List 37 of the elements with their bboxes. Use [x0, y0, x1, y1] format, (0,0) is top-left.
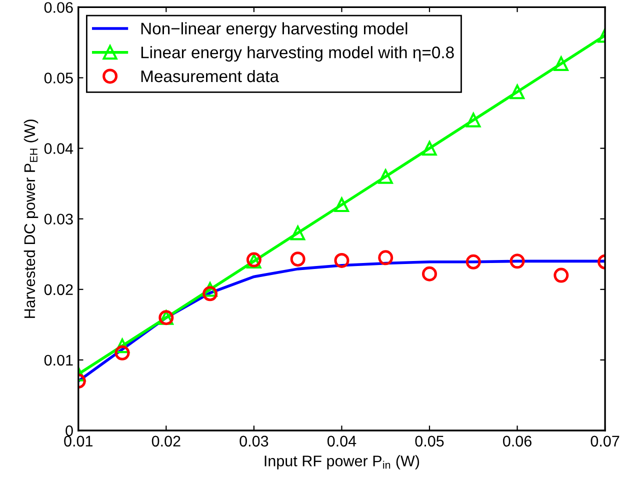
y-tick-label: 0.02 [44, 284, 73, 296]
x-axis-title: Input RF power P$_{in}$ (W) [264, 455, 420, 470]
y-tick-label: 0.03 [44, 214, 73, 225]
point [378, 169, 393, 184]
y-tick-label: 0.06 [44, 2, 73, 13]
point [466, 112, 481, 128]
point [554, 268, 569, 283]
point [334, 252, 350, 268]
point [114, 338, 130, 354]
point [202, 282, 218, 297]
point [510, 84, 525, 100]
x-tick-label: 0.02 [152, 436, 180, 447]
y-tick-label: 0.01 [44, 354, 73, 366]
x-tick-label: 0.04 [327, 436, 356, 447]
point [554, 56, 568, 71]
point [422, 266, 437, 282]
point [378, 250, 394, 266]
x-tick-label: 0.01 [64, 436, 92, 447]
point [114, 345, 130, 360]
x-tick-label: 0.03 [240, 436, 268, 447]
point [290, 252, 306, 267]
point [422, 141, 437, 156]
legend-label: Non−linear energy harvesting model [141, 22, 408, 38]
point [202, 286, 218, 302]
y-tick-label: 0 [66, 425, 73, 436]
legend-label: Linear energy harvesting model with η=0.8 [141, 46, 454, 62]
point [510, 254, 525, 269]
y-axis-title: Harvested DC power P$_{EH}$ (W) [24, 120, 38, 318]
point [334, 197, 350, 212]
x-tick-label: 0.05 [415, 436, 444, 447]
point [290, 226, 306, 240]
legend-label: Measurement data [141, 70, 280, 82]
point [466, 254, 481, 270]
y-tick-label: 0.04 [44, 143, 74, 154]
x-tick-label: 0.07 [590, 436, 620, 447]
x-tick-label: 0.06 [503, 436, 532, 447]
y-tick-label: 0.05 [44, 72, 73, 84]
